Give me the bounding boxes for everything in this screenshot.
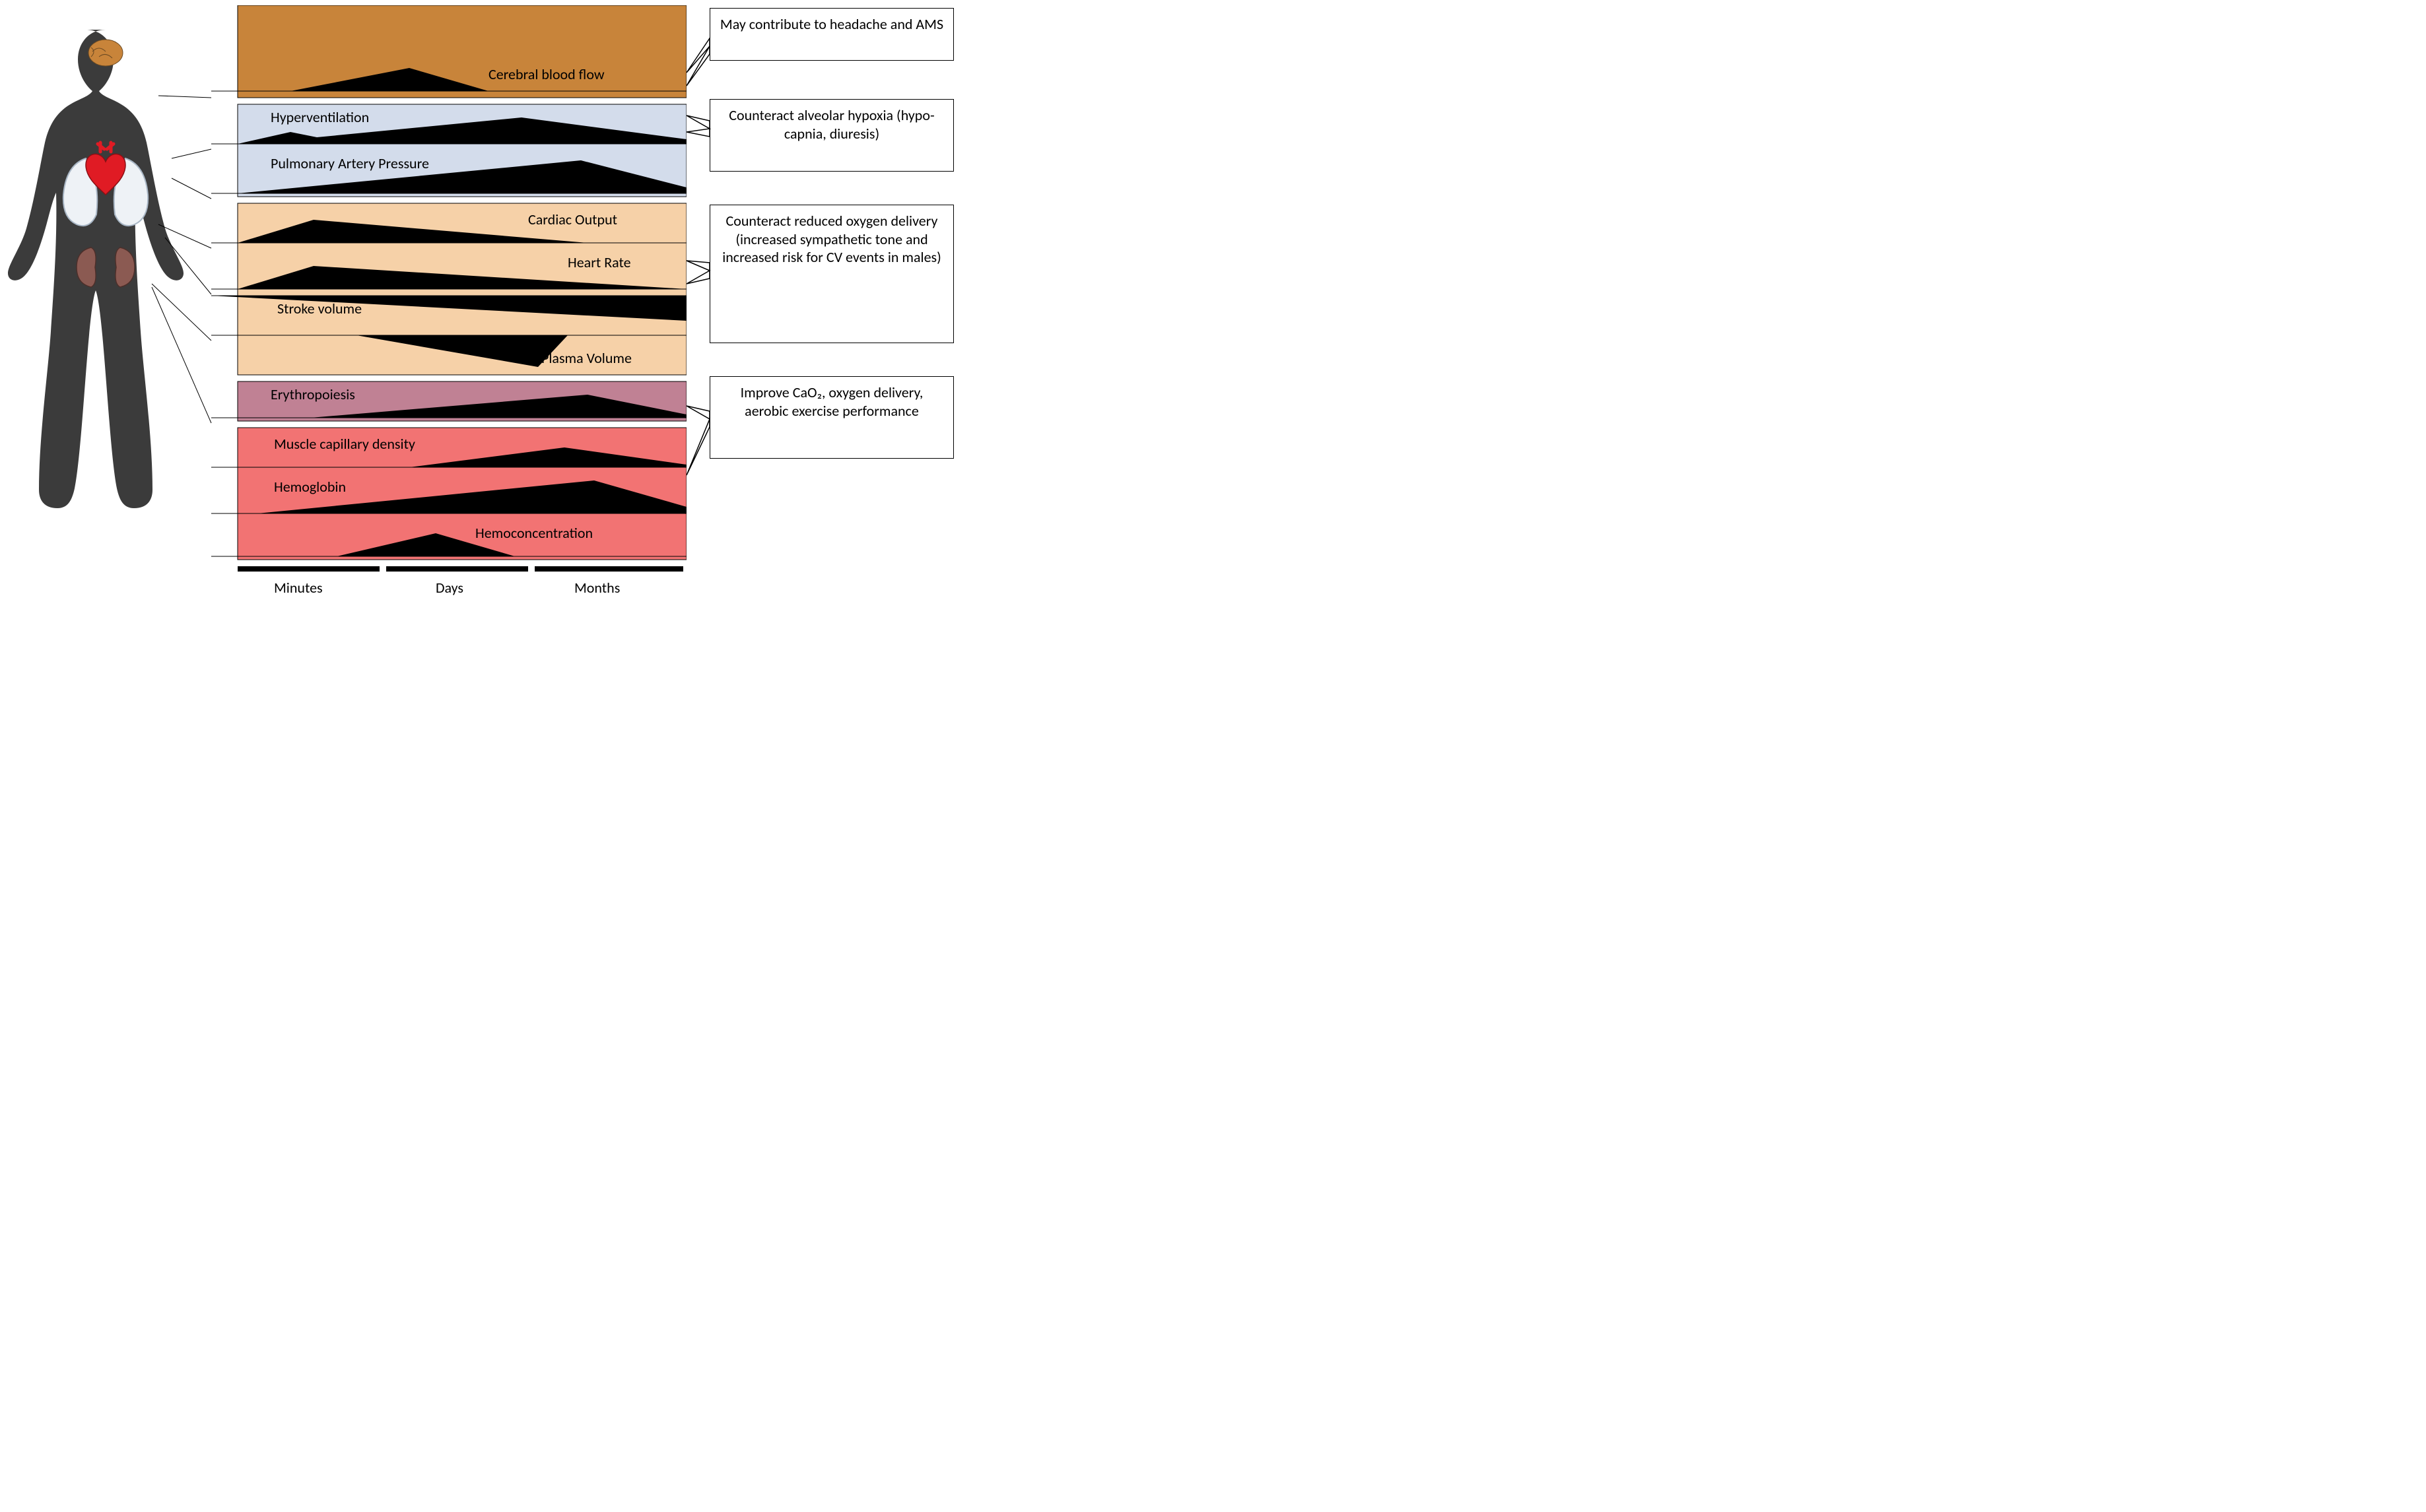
callout-box: May contribute to headache and AMS bbox=[710, 8, 954, 61]
brain-icon bbox=[88, 40, 123, 66]
callout-box: Counteract alveolar hypoxia (hypo-capnia… bbox=[710, 99, 954, 172]
row-label: Hemoconcentration bbox=[475, 524, 593, 542]
row-label: Stroke volume bbox=[277, 300, 362, 317]
callout-box: Improve CaO₂, oxygen delivery, aerobic e… bbox=[710, 376, 954, 459]
time-bar bbox=[386, 566, 528, 572]
time-axis-label: Months bbox=[574, 579, 620, 597]
row-label: Hemoglobin bbox=[274, 478, 346, 496]
time-bar bbox=[535, 566, 683, 572]
human-figure bbox=[7, 20, 205, 581]
callout-box: Counteract reduced oxygen delivery (incr… bbox=[710, 205, 954, 343]
row-label: Plasma Volume bbox=[541, 349, 632, 367]
row-label: Erythropoiesis bbox=[271, 385, 355, 403]
diagram-root: Cerebral blood flow Hyperventilation Pulmo… bbox=[0, 0, 970, 605]
row-label: Cardiac Output bbox=[528, 211, 617, 228]
timeline-chart: Cerebral blood flow Hyperventilation Pulmo… bbox=[211, 5, 687, 599]
time-axis-label: Minutes bbox=[274, 579, 323, 597]
time-axis-label: Days bbox=[436, 579, 463, 597]
row-label: Muscle capillary density bbox=[274, 435, 415, 453]
row-label: Heart Rate bbox=[568, 253, 631, 271]
time-bar bbox=[238, 566, 380, 572]
row-label: Cerebral blood flow bbox=[489, 65, 605, 83]
row-label: Hyperventilation bbox=[271, 108, 369, 126]
row-label: Pulmonary Artery Pressure bbox=[271, 154, 429, 172]
